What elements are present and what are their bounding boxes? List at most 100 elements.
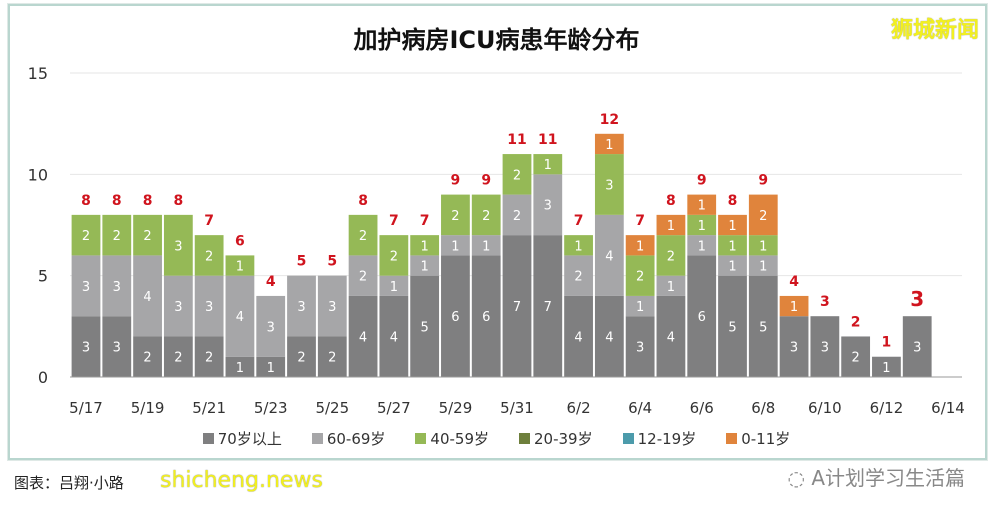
bar-segment bbox=[533, 235, 563, 377]
segment-label: 2 bbox=[390, 249, 398, 264]
segment-label: 3 bbox=[174, 300, 182, 315]
segment-label: 7 bbox=[513, 300, 521, 315]
caption: 图表：吕翔·小路 bbox=[14, 474, 124, 492]
legend-swatch bbox=[726, 433, 738, 444]
segment-label: 5 bbox=[728, 320, 736, 335]
x-tick-label: 6/6 bbox=[690, 399, 714, 417]
bar-segment bbox=[779, 295, 809, 317]
bar-segment bbox=[102, 316, 132, 377]
segment-label: 4 bbox=[390, 330, 398, 345]
x-tick-label: 6/4 bbox=[628, 399, 652, 417]
legend-label: 40-59岁 bbox=[430, 430, 490, 448]
bar-segment bbox=[656, 235, 686, 276]
total-label: 4 bbox=[266, 274, 276, 290]
segment-label: 2 bbox=[513, 168, 521, 183]
segment-label: 2 bbox=[205, 351, 213, 366]
x-tick-label: 6/12 bbox=[870, 399, 904, 417]
segment-label: 2 bbox=[143, 351, 151, 366]
bar-segment bbox=[71, 316, 101, 377]
total-label: 12 bbox=[600, 112, 619, 128]
bar-segment bbox=[348, 214, 378, 256]
segment-label: 3 bbox=[113, 341, 121, 356]
segment-label: 2 bbox=[359, 270, 367, 285]
bar-segment bbox=[748, 194, 778, 236]
bar-segment bbox=[625, 316, 655, 377]
bar-segment bbox=[718, 235, 747, 256]
bar-segment bbox=[317, 275, 347, 337]
segment-label: 2 bbox=[359, 229, 367, 244]
segment-label: 1 bbox=[698, 239, 706, 254]
segment-label: 6 bbox=[482, 310, 490, 325]
bar-segment bbox=[71, 214, 101, 256]
y-tick-label: 10 bbox=[28, 165, 48, 184]
wechat-account-name: A计划学习生活篇 bbox=[811, 466, 965, 490]
bar-segment bbox=[379, 275, 409, 296]
bar-segment bbox=[471, 194, 501, 236]
bar-segment bbox=[410, 235, 440, 256]
x-tick-label: 5/17 bbox=[69, 399, 103, 417]
segment-label: 1 bbox=[421, 260, 429, 275]
segment-label: 1 bbox=[636, 300, 644, 315]
bar-segment bbox=[471, 255, 501, 377]
bar-segment bbox=[687, 255, 717, 377]
bar-segment bbox=[287, 275, 316, 337]
segment-label: 6 bbox=[698, 310, 706, 325]
bar-segment bbox=[163, 214, 193, 276]
bar-segment bbox=[225, 255, 255, 276]
bar-segment bbox=[718, 275, 747, 377]
legend-item: 70岁以上 bbox=[202, 428, 282, 449]
legend-item: 0-11岁 bbox=[726, 428, 790, 449]
x-tick-label: 5/23 bbox=[254, 399, 288, 417]
bar-segment bbox=[656, 295, 686, 377]
chart-title: 加护病房ICU病患年龄分布 bbox=[353, 26, 640, 54]
total-label: 8 bbox=[358, 193, 368, 209]
bar-segment bbox=[533, 174, 563, 236]
segment-label: 1 bbox=[728, 219, 736, 234]
total-label: 7 bbox=[635, 213, 645, 229]
total-label: 8 bbox=[112, 193, 122, 209]
bar-segment bbox=[256, 356, 286, 377]
segment-label: 1 bbox=[544, 158, 552, 173]
segment-label: 1 bbox=[882, 361, 890, 376]
bar-segment bbox=[594, 214, 624, 296]
legend-item: 60-69岁 bbox=[311, 428, 386, 449]
total-label: 11 bbox=[538, 132, 557, 148]
bar-segment bbox=[225, 275, 255, 357]
segment-label: 1 bbox=[728, 239, 736, 254]
legend-label: 20-39岁 bbox=[534, 430, 593, 448]
bar-segment bbox=[502, 235, 532, 377]
segment-label: 1 bbox=[698, 219, 706, 234]
segment-label: 3 bbox=[113, 280, 121, 295]
y-tick-label: 0 bbox=[38, 368, 48, 387]
segment-label: 1 bbox=[790, 300, 798, 315]
legend-swatch bbox=[622, 433, 634, 444]
total-label: 7 bbox=[204, 213, 214, 229]
bar-segment bbox=[687, 235, 717, 256]
segment-label: 2 bbox=[174, 351, 182, 366]
bar-segment bbox=[194, 336, 224, 377]
total-label: 11 bbox=[507, 132, 526, 148]
bar-segment bbox=[594, 133, 624, 155]
segment-label: 1 bbox=[667, 280, 675, 295]
legend-item: 12-19岁 bbox=[622, 428, 696, 449]
bar-segment bbox=[441, 194, 470, 236]
legend-swatch bbox=[519, 433, 531, 444]
x-tick-label: 6/14 bbox=[931, 399, 965, 417]
legend-label: 0-11岁 bbox=[741, 430, 791, 448]
watermark-top: 狮城新闻 bbox=[890, 18, 979, 43]
segment-label: 2 bbox=[328, 351, 336, 366]
total-label: 7 bbox=[389, 213, 399, 229]
legend-swatch bbox=[415, 433, 427, 444]
total-label: 8 bbox=[666, 193, 676, 209]
total-label: 2 bbox=[851, 314, 861, 330]
segment-label: 2 bbox=[143, 229, 151, 244]
segment-label: 6 bbox=[451, 310, 459, 325]
bar-segment bbox=[194, 235, 224, 276]
bar-segment bbox=[133, 255, 162, 337]
segment-label: 1 bbox=[482, 239, 490, 254]
legend-label: 60-69岁 bbox=[326, 430, 386, 448]
total-label: 8 bbox=[728, 193, 738, 209]
segment-label: 3 bbox=[297, 300, 305, 315]
bar-segment bbox=[748, 235, 778, 256]
bar-segment bbox=[810, 316, 840, 377]
